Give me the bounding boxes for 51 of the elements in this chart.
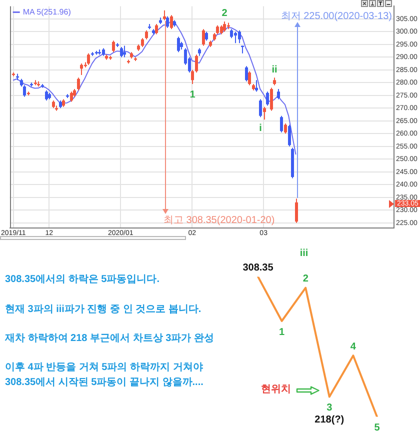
data-label: 218(?) bbox=[314, 414, 344, 426]
candlestick bbox=[87, 52, 90, 66]
candlestick bbox=[23, 84, 26, 98]
candlestick bbox=[163, 10, 166, 21]
candlestick bbox=[255, 80, 258, 92]
text: 재차 하락하여 218 부근에서 차트상 3파가 완성 bbox=[5, 333, 214, 345]
candlestick bbox=[155, 24, 158, 35]
candlestick bbox=[166, 16, 169, 28]
annotation: i bbox=[259, 122, 262, 134]
annotation: 현위치 bbox=[261, 384, 291, 396]
candlestick bbox=[80, 63, 83, 76]
annotation: 최저 225.00(2020-03-13) bbox=[280, 10, 392, 22]
candlestick bbox=[245, 66, 248, 82]
x-tick-label: 5 bbox=[374, 422, 380, 434]
candlestick bbox=[280, 115, 283, 133]
candlestick bbox=[177, 36, 180, 53]
candlestick bbox=[70, 91, 73, 102]
legend-label: MA 5(251.96) bbox=[22, 7, 72, 16]
candlestick bbox=[195, 54, 198, 73]
candlestick bbox=[259, 98, 262, 118]
annotation: 2 bbox=[222, 8, 228, 20]
candlestick bbox=[170, 14, 173, 30]
candlestick bbox=[284, 122, 287, 134]
candlestick bbox=[238, 30, 241, 44]
candlestick bbox=[202, 28, 205, 46]
candlestick bbox=[270, 87, 273, 112]
x-tick-label: 4 bbox=[350, 341, 356, 352]
candlestick bbox=[45, 90, 48, 102]
text: 이후 4파 반등을 거쳐 5파의 하락까지 거쳐야 bbox=[5, 362, 203, 374]
text: 308.35에서의 하락은 5파동입니다. bbox=[5, 274, 160, 286]
candlestick bbox=[123, 45, 126, 58]
candlestick bbox=[223, 20, 226, 32]
candlestick bbox=[266, 91, 269, 106]
text: iii bbox=[300, 248, 308, 260]
candlestick bbox=[288, 124, 291, 147]
candlestick bbox=[191, 69, 194, 84]
candlestick bbox=[263, 106, 266, 120]
candlestick bbox=[112, 40, 115, 53]
candlestick bbox=[295, 198, 298, 224]
annotation: 1 bbox=[190, 90, 196, 101]
candlestick bbox=[277, 88, 280, 100]
annotation: 최고 308.35(2020-01-20) bbox=[164, 214, 275, 226]
candlestick bbox=[234, 31, 237, 44]
annotation: ii bbox=[272, 64, 278, 76]
data-label: 308.35 bbox=[242, 262, 274, 274]
candlestick bbox=[77, 77, 80, 91]
text: 308.35에서 시작된 5파동이 끝나지 않을까.... bbox=[5, 377, 204, 389]
candlestick bbox=[120, 46, 123, 58]
text: 현재 3파의 iii파가 진행 중 인 것으로 봅니다. bbox=[5, 304, 202, 316]
x-tick-label: 3 bbox=[326, 402, 333, 414]
candlestick bbox=[248, 70, 251, 86]
